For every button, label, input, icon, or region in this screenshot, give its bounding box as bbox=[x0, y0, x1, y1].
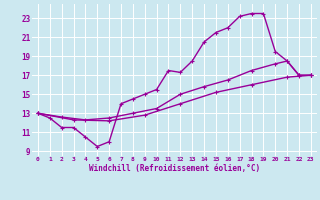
X-axis label: Windchill (Refroidissement éolien,°C): Windchill (Refroidissement éolien,°C) bbox=[89, 164, 260, 173]
